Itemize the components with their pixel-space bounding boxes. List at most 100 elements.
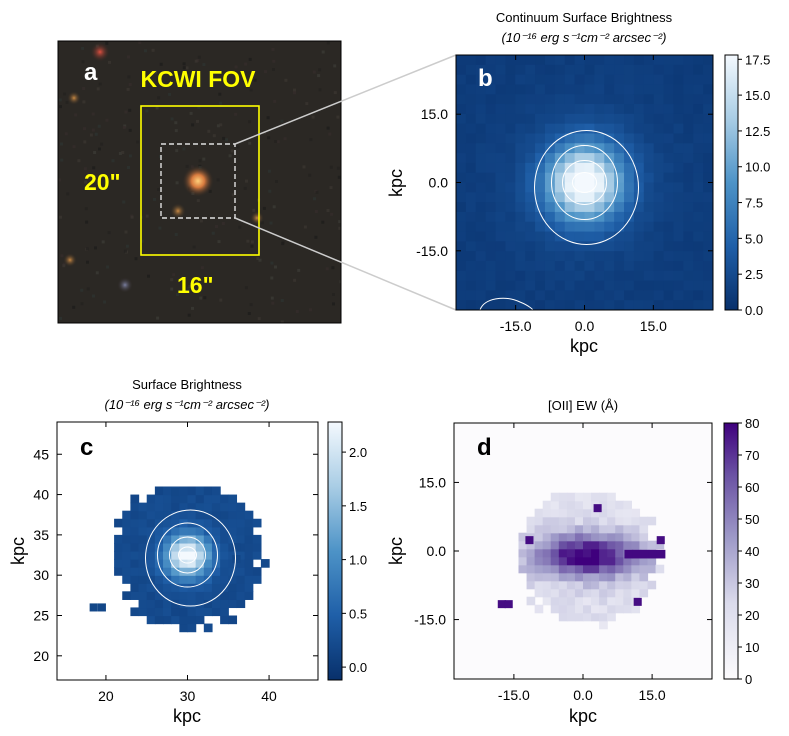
heatmap-cell <box>475 123 487 135</box>
heatmap-cell <box>505 260 516 272</box>
noise-speck <box>262 206 266 210</box>
heatmap-cell <box>171 494 180 504</box>
heatmap-cell <box>591 604 600 614</box>
heatmap-cell <box>663 231 675 242</box>
heatmap-cell <box>544 162 556 174</box>
noise-speck <box>130 215 134 219</box>
heatmap-cell <box>607 612 616 622</box>
noise-speck <box>118 152 122 155</box>
heatmap-cell <box>244 567 254 576</box>
heatmap-cell <box>485 270 497 282</box>
heatmap-cell <box>179 551 189 560</box>
noise-speck <box>321 220 325 224</box>
heatmap-cell <box>187 591 197 600</box>
heatmap-cell <box>583 492 592 502</box>
heatmap-cell <box>607 508 616 518</box>
noise-speck <box>81 46 85 50</box>
heatmap-cell <box>535 270 546 282</box>
heatmap-cell <box>535 211 546 223</box>
noise-speck <box>155 106 159 110</box>
heatmap-cell <box>505 55 516 66</box>
heatmap-cell <box>583 508 592 518</box>
noise-speck <box>197 105 201 109</box>
heatmap-cell <box>643 251 655 262</box>
heatmap-cell <box>584 280 595 291</box>
heatmap-cell <box>554 94 566 105</box>
panel-b-xlabel: kpc <box>570 336 598 356</box>
heatmap-cell <box>633 55 645 66</box>
heatmap-cell <box>236 551 246 560</box>
noise-speck <box>311 115 315 119</box>
heatmap-cell <box>515 94 526 105</box>
heatmap-cell <box>456 221 467 233</box>
heatmap-cell <box>146 510 156 520</box>
heatmap-cell <box>564 211 576 223</box>
heatmap-cell <box>584 241 595 252</box>
noise-speck <box>175 149 179 153</box>
noise-speck <box>124 230 128 234</box>
heatmap-cell <box>146 551 156 560</box>
heatmap-cell <box>558 492 568 502</box>
heatmap-cell <box>515 280 526 291</box>
heatmap-cell <box>599 596 608 606</box>
noise-speck <box>198 159 202 163</box>
heatmap-cell <box>535 290 546 301</box>
heatmap-cell <box>154 607 164 617</box>
noise-speck <box>272 68 275 71</box>
heatmap-cell <box>130 518 140 528</box>
heatmap-cell <box>633 153 645 164</box>
heatmap-cell <box>505 300 516 310</box>
heatmap-cell <box>171 567 180 576</box>
colorbar-tick-label: 10 <box>745 640 759 655</box>
noise-speck <box>107 231 111 235</box>
noise-speck <box>278 236 282 240</box>
heatmap-cell <box>558 588 568 598</box>
heatmap-cell <box>647 564 657 574</box>
noise-speck <box>127 166 130 169</box>
heatmap-cell <box>138 575 148 584</box>
heatmap-cell <box>195 494 205 504</box>
heatmap-cell <box>465 202 477 213</box>
heatmap-cell <box>673 260 684 272</box>
heatmap-cell <box>525 290 536 301</box>
heatmap-cell <box>683 221 694 233</box>
heatmap-cell <box>663 280 675 291</box>
heatmap-cell <box>633 270 645 282</box>
panel-d-ylabel: kpc <box>386 537 406 565</box>
heatmap-cell <box>653 64 665 76</box>
heatmap-cell <box>564 84 576 95</box>
heatmap-cell <box>505 172 516 184</box>
noise-speck <box>62 264 66 268</box>
heatmap-cell <box>146 607 156 617</box>
heatmap-cell <box>220 494 229 504</box>
noise-speck <box>211 231 215 235</box>
noise-speck <box>274 140 278 143</box>
heatmap-cell <box>485 202 497 213</box>
panel-b-colorbar-ticks: 17.5 15.0 12.5 10.0 7.5 5.0 2.5 0.0 <box>738 52 770 318</box>
heatmap-cell <box>244 559 254 568</box>
noise-speck <box>83 140 87 144</box>
heatmap-cell <box>574 580 584 590</box>
heatmap-cell <box>599 604 608 614</box>
heatmap-cell <box>252 551 262 560</box>
heatmap-cell <box>564 270 576 282</box>
heatmap-cell <box>211 575 221 584</box>
heatmap-cell <box>485 300 497 310</box>
noise-speck <box>128 108 132 112</box>
heatmap-cell <box>673 202 684 213</box>
heatmap-cell <box>515 143 526 154</box>
heatmap-cell <box>542 532 552 542</box>
heatmap-cell <box>515 260 526 272</box>
heatmap-cell <box>220 542 229 552</box>
heatmap-cell <box>574 133 586 144</box>
heatmap-cell <box>122 591 132 600</box>
heatmap-cell <box>584 231 595 242</box>
noise-speck <box>305 102 309 106</box>
noise-speck <box>94 246 97 250</box>
noise-speck <box>249 303 253 307</box>
heatmap-cell <box>693 270 704 282</box>
heatmap-cell <box>653 182 665 193</box>
heatmap-cell <box>558 548 568 558</box>
panel-a-frame <box>57 40 342 324</box>
noise-speck <box>332 293 335 296</box>
